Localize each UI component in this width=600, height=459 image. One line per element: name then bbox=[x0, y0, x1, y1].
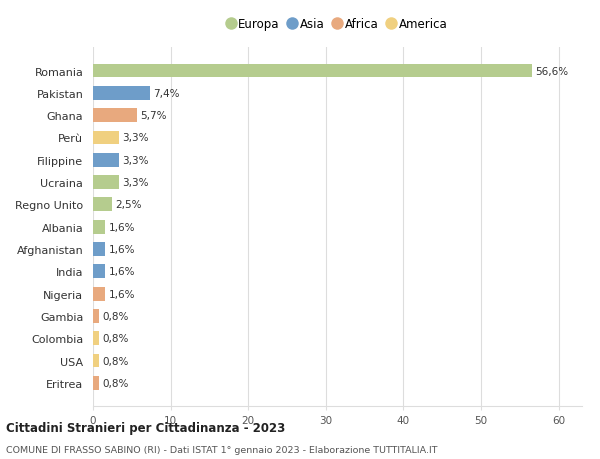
Bar bbox=[93, 198, 112, 212]
Bar bbox=[93, 87, 151, 101]
Text: 0,8%: 0,8% bbox=[103, 356, 128, 366]
Text: 7,4%: 7,4% bbox=[154, 89, 180, 99]
Text: 1,6%: 1,6% bbox=[109, 222, 135, 232]
Text: 0,8%: 0,8% bbox=[103, 311, 128, 321]
Text: 1,6%: 1,6% bbox=[109, 267, 135, 277]
Text: 56,6%: 56,6% bbox=[535, 67, 569, 76]
Text: 1,6%: 1,6% bbox=[109, 289, 135, 299]
Text: COMUNE DI FRASSO SABINO (RI) - Dati ISTAT 1° gennaio 2023 - Elaborazione TUTTITA: COMUNE DI FRASSO SABINO (RI) - Dati ISTA… bbox=[6, 445, 437, 454]
Bar bbox=[93, 265, 106, 279]
Bar bbox=[93, 220, 106, 234]
Bar bbox=[93, 331, 99, 346]
Bar bbox=[93, 376, 99, 390]
Bar bbox=[93, 64, 532, 78]
Text: 3,3%: 3,3% bbox=[122, 156, 148, 165]
Bar bbox=[93, 354, 99, 368]
Legend: Europa, Asia, Africa, America: Europa, Asia, Africa, America bbox=[228, 18, 447, 31]
Bar bbox=[93, 242, 106, 257]
Text: Cittadini Stranieri per Cittadinanza - 2023: Cittadini Stranieri per Cittadinanza - 2… bbox=[6, 421, 285, 434]
Text: 5,7%: 5,7% bbox=[140, 111, 167, 121]
Text: 0,8%: 0,8% bbox=[103, 334, 128, 343]
Bar bbox=[93, 287, 106, 301]
Bar bbox=[93, 109, 137, 123]
Bar bbox=[93, 131, 119, 145]
Text: 1,6%: 1,6% bbox=[109, 245, 135, 254]
Bar bbox=[93, 176, 119, 190]
Text: 0,8%: 0,8% bbox=[103, 378, 128, 388]
Text: 2,5%: 2,5% bbox=[116, 200, 142, 210]
Text: 3,3%: 3,3% bbox=[122, 178, 148, 188]
Bar bbox=[93, 153, 119, 168]
Text: 3,3%: 3,3% bbox=[122, 133, 148, 143]
Bar bbox=[93, 309, 99, 323]
